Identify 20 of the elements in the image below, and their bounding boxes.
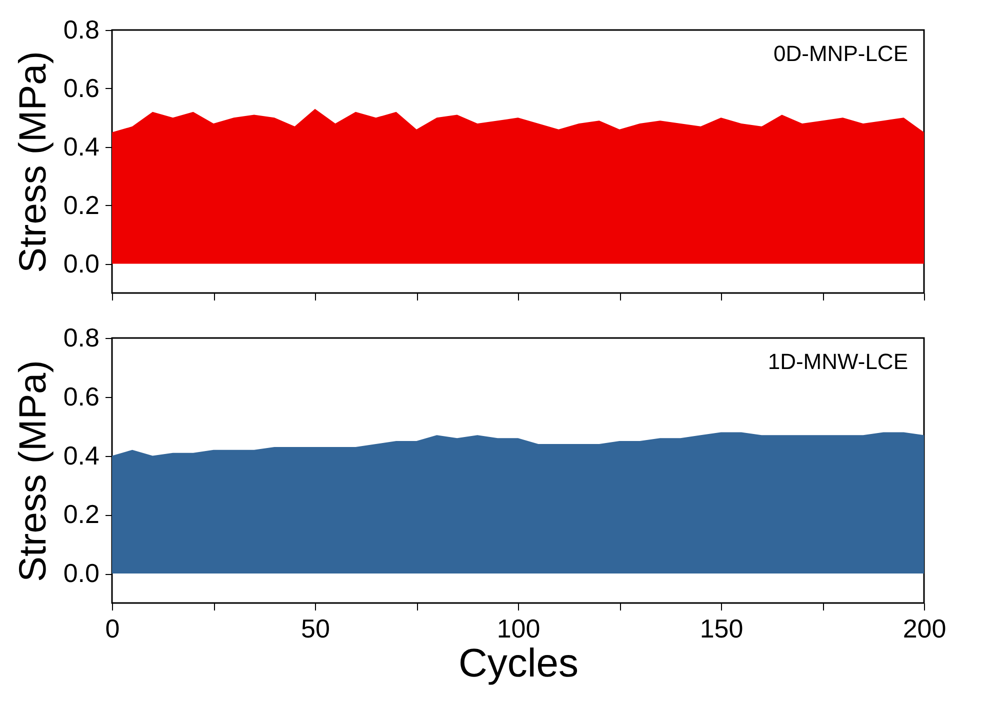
x-tick-label: 200: [902, 614, 946, 644]
y-axis-title: Stress (MPa): [12, 360, 54, 582]
y-tick-label: 0.4: [63, 131, 100, 162]
y-tick-label: 0.6: [63, 381, 100, 412]
y-tick-label: 0.2: [63, 190, 100, 220]
text: 0D-MNP-LCE: [774, 41, 908, 66]
text: 1D-MNW-LCE: [768, 349, 908, 374]
y-tick-label: 0.0: [63, 248, 100, 278]
x-tick-label: 100: [496, 614, 540, 644]
x-tick-label: 0: [105, 614, 120, 644]
x-tick-label: 50: [301, 614, 330, 644]
y-tick-label: 0.8: [63, 14, 100, 44]
y-axis-title: Stress (MPa): [12, 51, 54, 273]
y-tick-label: 0.2: [63, 499, 100, 530]
y-tick-label: 0.0: [63, 558, 100, 588]
y-tick-label: 0.4: [63, 440, 100, 470]
x-axis-title: Cycles: [458, 642, 579, 686]
x-tick-label: 150: [700, 614, 744, 644]
y-tick-label: 0.8: [63, 322, 100, 352]
y-tick-label: 0.6: [63, 72, 100, 103]
